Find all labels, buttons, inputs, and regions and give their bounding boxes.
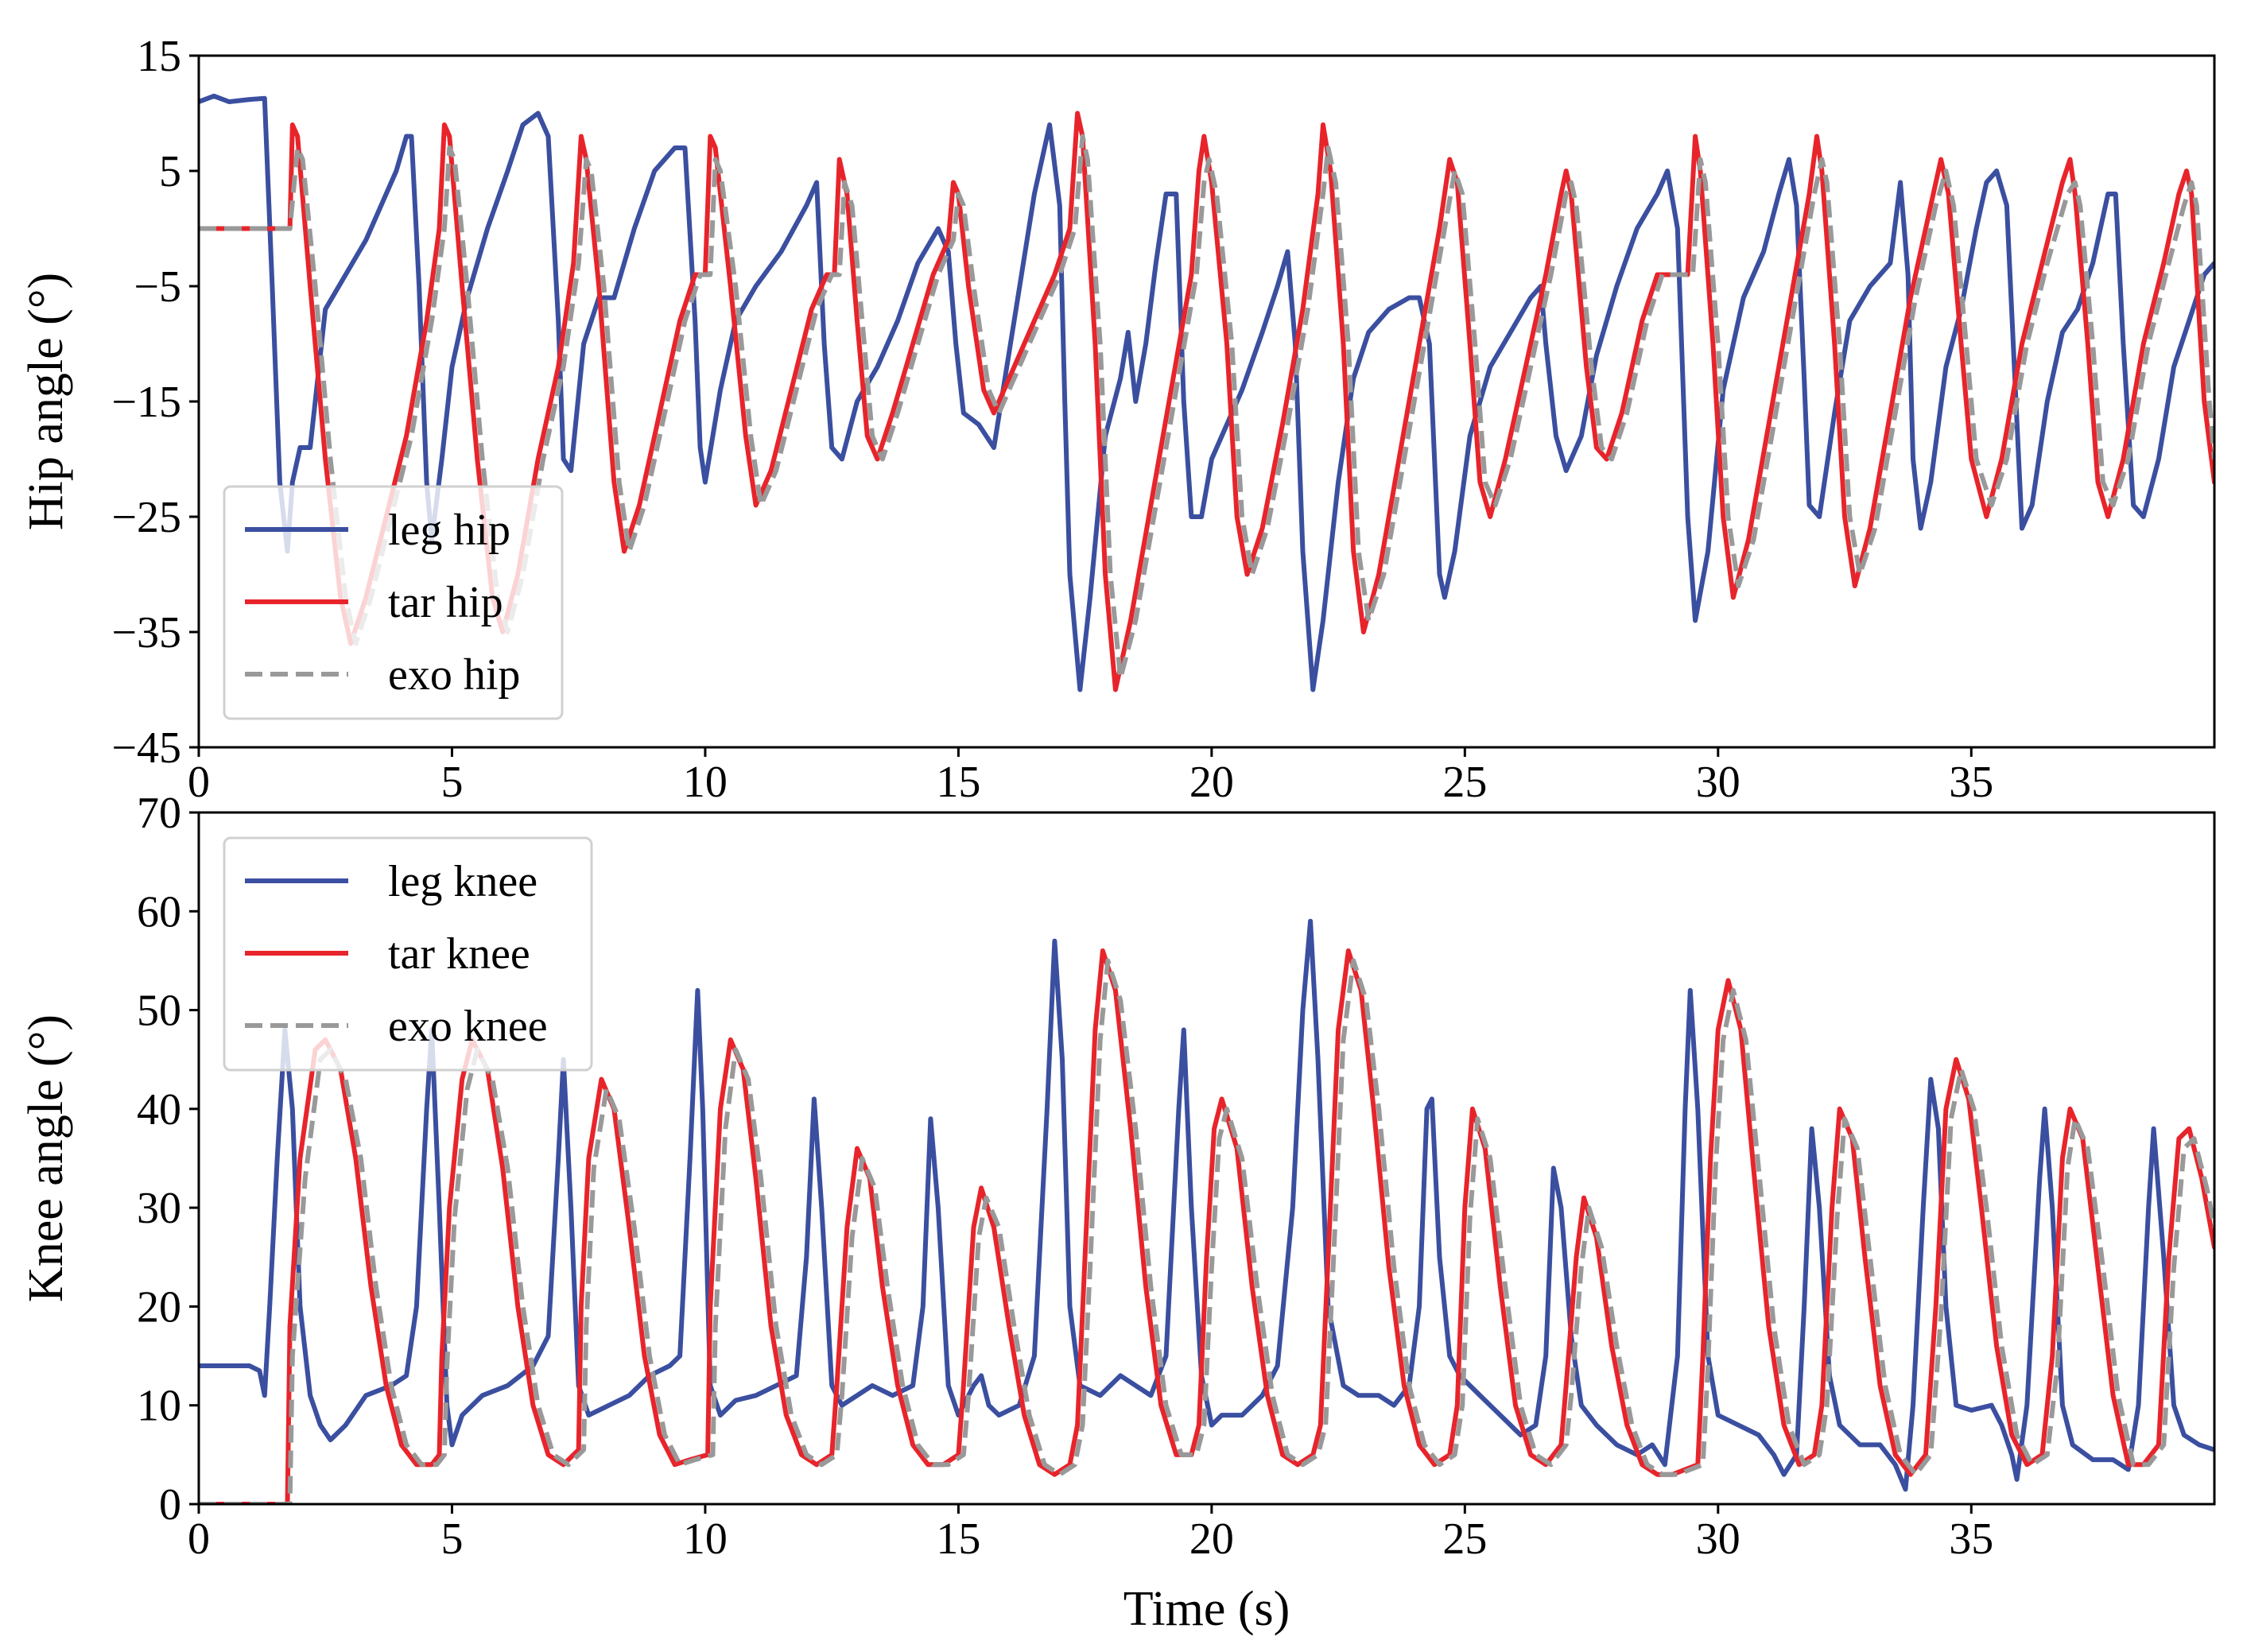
knee-y-tick-label: 20 <box>137 1282 181 1332</box>
hip-series-group <box>199 93 2214 692</box>
knee-y-tick-label: 0 <box>159 1480 181 1530</box>
series-line-exo-hip <box>199 134 2214 681</box>
hip-legend-box <box>223 485 564 720</box>
hip-y-tick-label: −45 <box>111 723 181 773</box>
knee-plot-frame <box>197 811 2216 1506</box>
hip-y-tick-label: 15 <box>137 32 181 81</box>
knee-x-tick-label: 20 <box>1189 1514 1234 1564</box>
knee-y-tick-label: 40 <box>137 1085 181 1134</box>
hip-x-tick-label: 20 <box>1189 758 1234 807</box>
hip-x-tick-label: 35 <box>1949 758 1993 807</box>
knee-x-tick-label: 0 <box>188 1514 210 1564</box>
hip-y-tick-label: −25 <box>111 493 181 542</box>
legend-label-exo-hip: exo hip <box>388 650 520 700</box>
legend-label-leg-hip: leg hip <box>388 506 510 555</box>
knee-series-group <box>199 918 2214 1504</box>
hip-x-tick-label: 10 <box>683 758 728 807</box>
knee-x-tick-label: 30 <box>1696 1514 1740 1564</box>
knee-legend-box <box>223 836 593 1072</box>
knee-x-tick-label: 15 <box>936 1514 980 1564</box>
series-line-leg-knee <box>199 918 2214 1492</box>
hip-y-tick-label: 5 <box>159 147 181 196</box>
hip-x-tick-label: 0 <box>188 758 210 807</box>
legend-label-tar-knee: tar knee <box>388 929 530 979</box>
knee-y-tick-label: 10 <box>137 1382 181 1431</box>
series-line-leg-hip <box>199 93 2214 692</box>
hip-legend: leg hip tar hip exo hip <box>223 485 564 720</box>
knee-x-axis-label: Time (s) <box>1123 1582 1290 1636</box>
knee-x-tick-label: 5 <box>440 1514 463 1564</box>
legend-label-exo-knee: exo knee <box>388 1002 548 1051</box>
hip-x-tick-label: 5 <box>440 758 463 807</box>
series-line-tar-hip <box>199 111 2214 692</box>
hip-y-tick-label: −5 <box>134 262 181 312</box>
knee-legend: leg knee tar knee exo knee <box>223 836 593 1072</box>
hip-x-tick-label: 30 <box>1696 758 1740 807</box>
hip-x-tick-label: 15 <box>936 758 980 807</box>
hip-y-axis-label: Hip angle (°) <box>19 273 73 530</box>
knee-x-tick-label: 35 <box>1949 1514 1993 1564</box>
hip-y-tick-label: −35 <box>111 608 181 657</box>
hip-y-tick-label: −15 <box>111 378 181 427</box>
hip-angle-panel: 0 5 10 15 20 25 30 35 15 5 −5 −15 −25 −35 −45 Hip angle… <box>19 32 2216 807</box>
knee-y-tick-label: 50 <box>137 987 181 1036</box>
knee-y-tick-label: 60 <box>137 887 181 937</box>
knee-y-axis-label: Knee angle (°) <box>19 1014 73 1302</box>
knee-x-tick-label: 10 <box>683 1514 728 1564</box>
series-line-exo-knee <box>199 958 2214 1504</box>
legend-label-leg-knee: leg knee <box>388 857 537 906</box>
legend-label-tar-hip: tar hip <box>388 578 503 627</box>
knee-y-tick-label: 70 <box>137 789 181 838</box>
hip-x-tick-label: 25 <box>1442 758 1487 807</box>
knee-y-tick-label: 30 <box>137 1184 181 1233</box>
knee-x-tick-label: 25 <box>1442 1514 1487 1564</box>
knee-angle-panel: 0 5 10 15 20 25 30 35 70 60 50 40 30 20 10 0 Knee angle … <box>19 789 2216 1636</box>
